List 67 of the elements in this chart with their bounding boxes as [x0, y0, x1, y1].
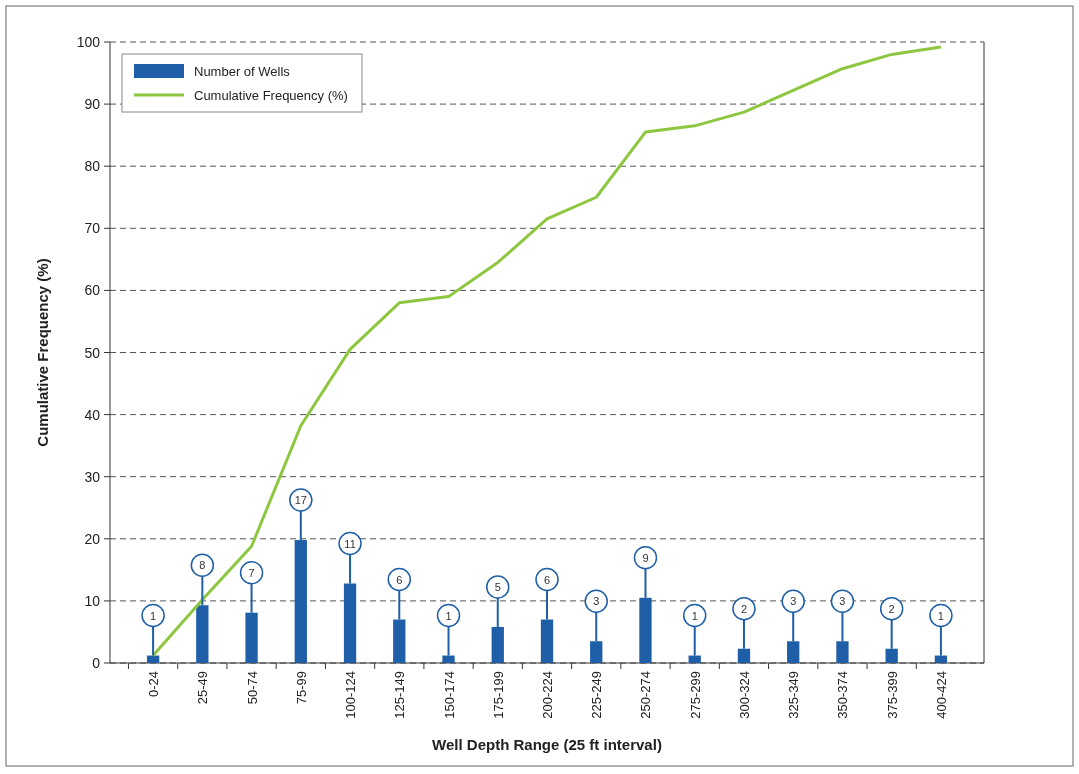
bar: [836, 641, 849, 663]
annotation: 2: [888, 602, 895, 615]
bar: [146, 655, 160, 663]
annotation: 6: [396, 573, 403, 586]
bar: [885, 648, 898, 663]
x-tick-label: 225-249: [589, 671, 605, 719]
annotation: 6: [543, 573, 551, 586]
annotation: 5: [494, 580, 501, 593]
annotation: 1: [445, 609, 452, 622]
y-tick-label: 30: [84, 468, 101, 485]
bar: [639, 597, 652, 663]
bar: [196, 605, 209, 663]
x-tick-label: 175-199: [490, 671, 506, 719]
annotation: 3: [790, 595, 797, 608]
bar: [393, 619, 406, 663]
annotation: 8: [199, 559, 206, 572]
annotation: 17: [294, 494, 307, 507]
y-tick-label: 100: [76, 34, 101, 50]
annotation: 9: [642, 551, 649, 564]
x-tick-label: 325-349: [786, 671, 802, 719]
annotation: 3: [593, 595, 600, 608]
x-tick-label: 150-174: [441, 671, 457, 719]
annotation: 1: [937, 609, 944, 622]
y-tick-label: 50: [84, 344, 101, 361]
y-tick-label: 0: [92, 655, 101, 671]
x-tick-label: 50-74: [244, 671, 260, 705]
bar: [540, 619, 554, 663]
legend-label: Number of Wells: [194, 64, 291, 79]
bar: [590, 641, 603, 663]
bar: [934, 655, 948, 663]
x-tick-label: 200-224: [540, 671, 555, 719]
x-tick-label: 25-49: [195, 671, 211, 705]
bar: [245, 612, 258, 663]
legend-label: Cumulative Frequency (%): [194, 88, 348, 103]
bar: [343, 583, 357, 663]
x-tick-label: 300-324: [736, 671, 752, 719]
x-tick-label: 0-24: [146, 671, 162, 698]
x-tick-label: 125-149: [392, 671, 408, 719]
bar: [787, 641, 800, 663]
bar: [442, 655, 455, 663]
bar: [491, 626, 504, 663]
bar: [294, 540, 307, 663]
x-tick-label: 400-424: [933, 671, 949, 719]
annotation: 3: [839, 595, 846, 608]
annotation: 11: [344, 537, 356, 550]
x-tick-label: 250-274: [638, 671, 654, 719]
bar: [737, 648, 751, 663]
annotation: 2: [740, 602, 748, 615]
x-tick-label: 350-374: [835, 671, 851, 719]
y-tick-label: 40: [84, 406, 101, 423]
y-tick-label: 10: [84, 592, 101, 609]
annotation: 1: [691, 609, 698, 622]
y-tick-label: 70: [84, 220, 101, 237]
x-tick-label: 100-124: [343, 671, 359, 719]
y-tick-label: 80: [84, 158, 101, 175]
x-tick-label: 75-99: [293, 671, 309, 705]
x-tick-label: 375-399: [884, 671, 900, 719]
y-tick-label: 90: [84, 96, 101, 113]
y-tick-label: 60: [84, 282, 101, 299]
annotation: 1: [150, 609, 157, 622]
y-axis-title: Cumulative Frequency (%): [34, 258, 51, 447]
y-tick-label: 20: [84, 530, 101, 547]
bar: [688, 655, 701, 663]
x-tick-label: 275-299: [687, 671, 703, 719]
annotation: 7: [248, 566, 255, 579]
line-series: [151, 45, 943, 658]
x-axis-title: Well Depth Range (25 ft interval): [432, 736, 662, 753]
